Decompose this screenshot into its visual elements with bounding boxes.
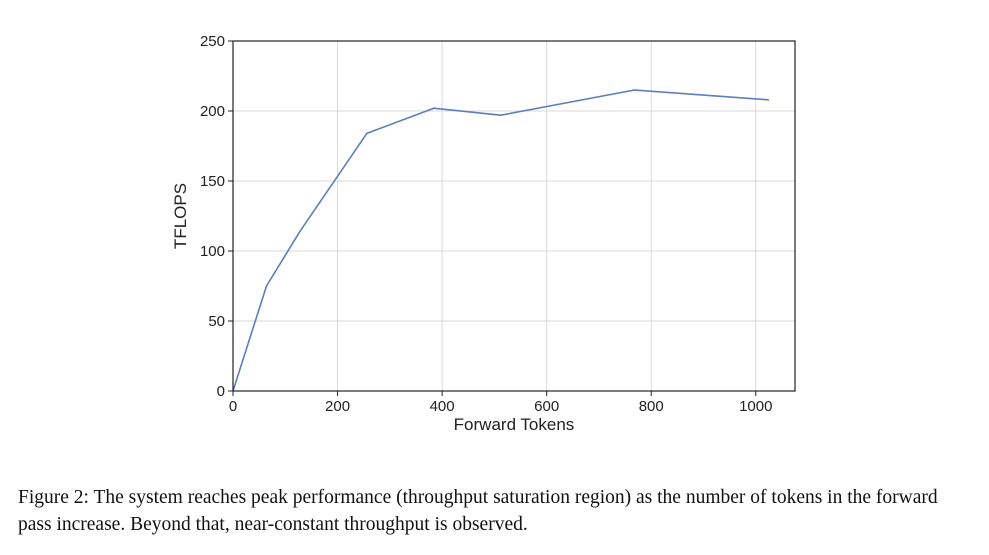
- line-chart: 0 200 400 600 800 1000 0 50 100 150 200 250 Forward…: [171, 33, 796, 434]
- x-tick-label: 600: [534, 398, 559, 415]
- data-point: [265, 285, 268, 287]
- figure-caption: Figure 2: The system reaches peak perfor…: [18, 487, 938, 535]
- y-tick-label: 200: [200, 103, 225, 120]
- x-tick-label: 400: [430, 398, 455, 415]
- y-tick-label: 100: [200, 243, 225, 260]
- series-layer: [232, 89, 770, 392]
- y-axis-title: TFLOPS: [171, 183, 190, 249]
- x-axis-title: Forward Tokens: [454, 415, 575, 434]
- data-point: [366, 132, 368, 135]
- data-point: [633, 89, 636, 91]
- data-point: [767, 99, 770, 101]
- y-tick-label: 250: [200, 33, 225, 50]
- data-point: [299, 230, 301, 233]
- x-tick-label: 200: [325, 398, 350, 415]
- x-tick-label: 0: [229, 398, 237, 415]
- grid: [233, 41, 795, 391]
- plot-frame: [232, 40, 796, 392]
- x-tick-label: 1000: [739, 398, 772, 415]
- series-line: [232, 89, 769, 392]
- data-point: [499, 114, 502, 116]
- y-tick-label: 50: [208, 313, 225, 330]
- y-tick-label: 150: [200, 173, 225, 190]
- y-tick-label: 0: [217, 383, 225, 400]
- data-point: [432, 107, 435, 109]
- figure: 0 200 400 600 800 1000 0 50 100 150 200 250 Forward…: [171, 33, 796, 434]
- x-tick-label: 800: [639, 398, 664, 415]
- ticks: 0 200 400 600 800 1000 0 50 100 150 200 250: [200, 33, 773, 415]
